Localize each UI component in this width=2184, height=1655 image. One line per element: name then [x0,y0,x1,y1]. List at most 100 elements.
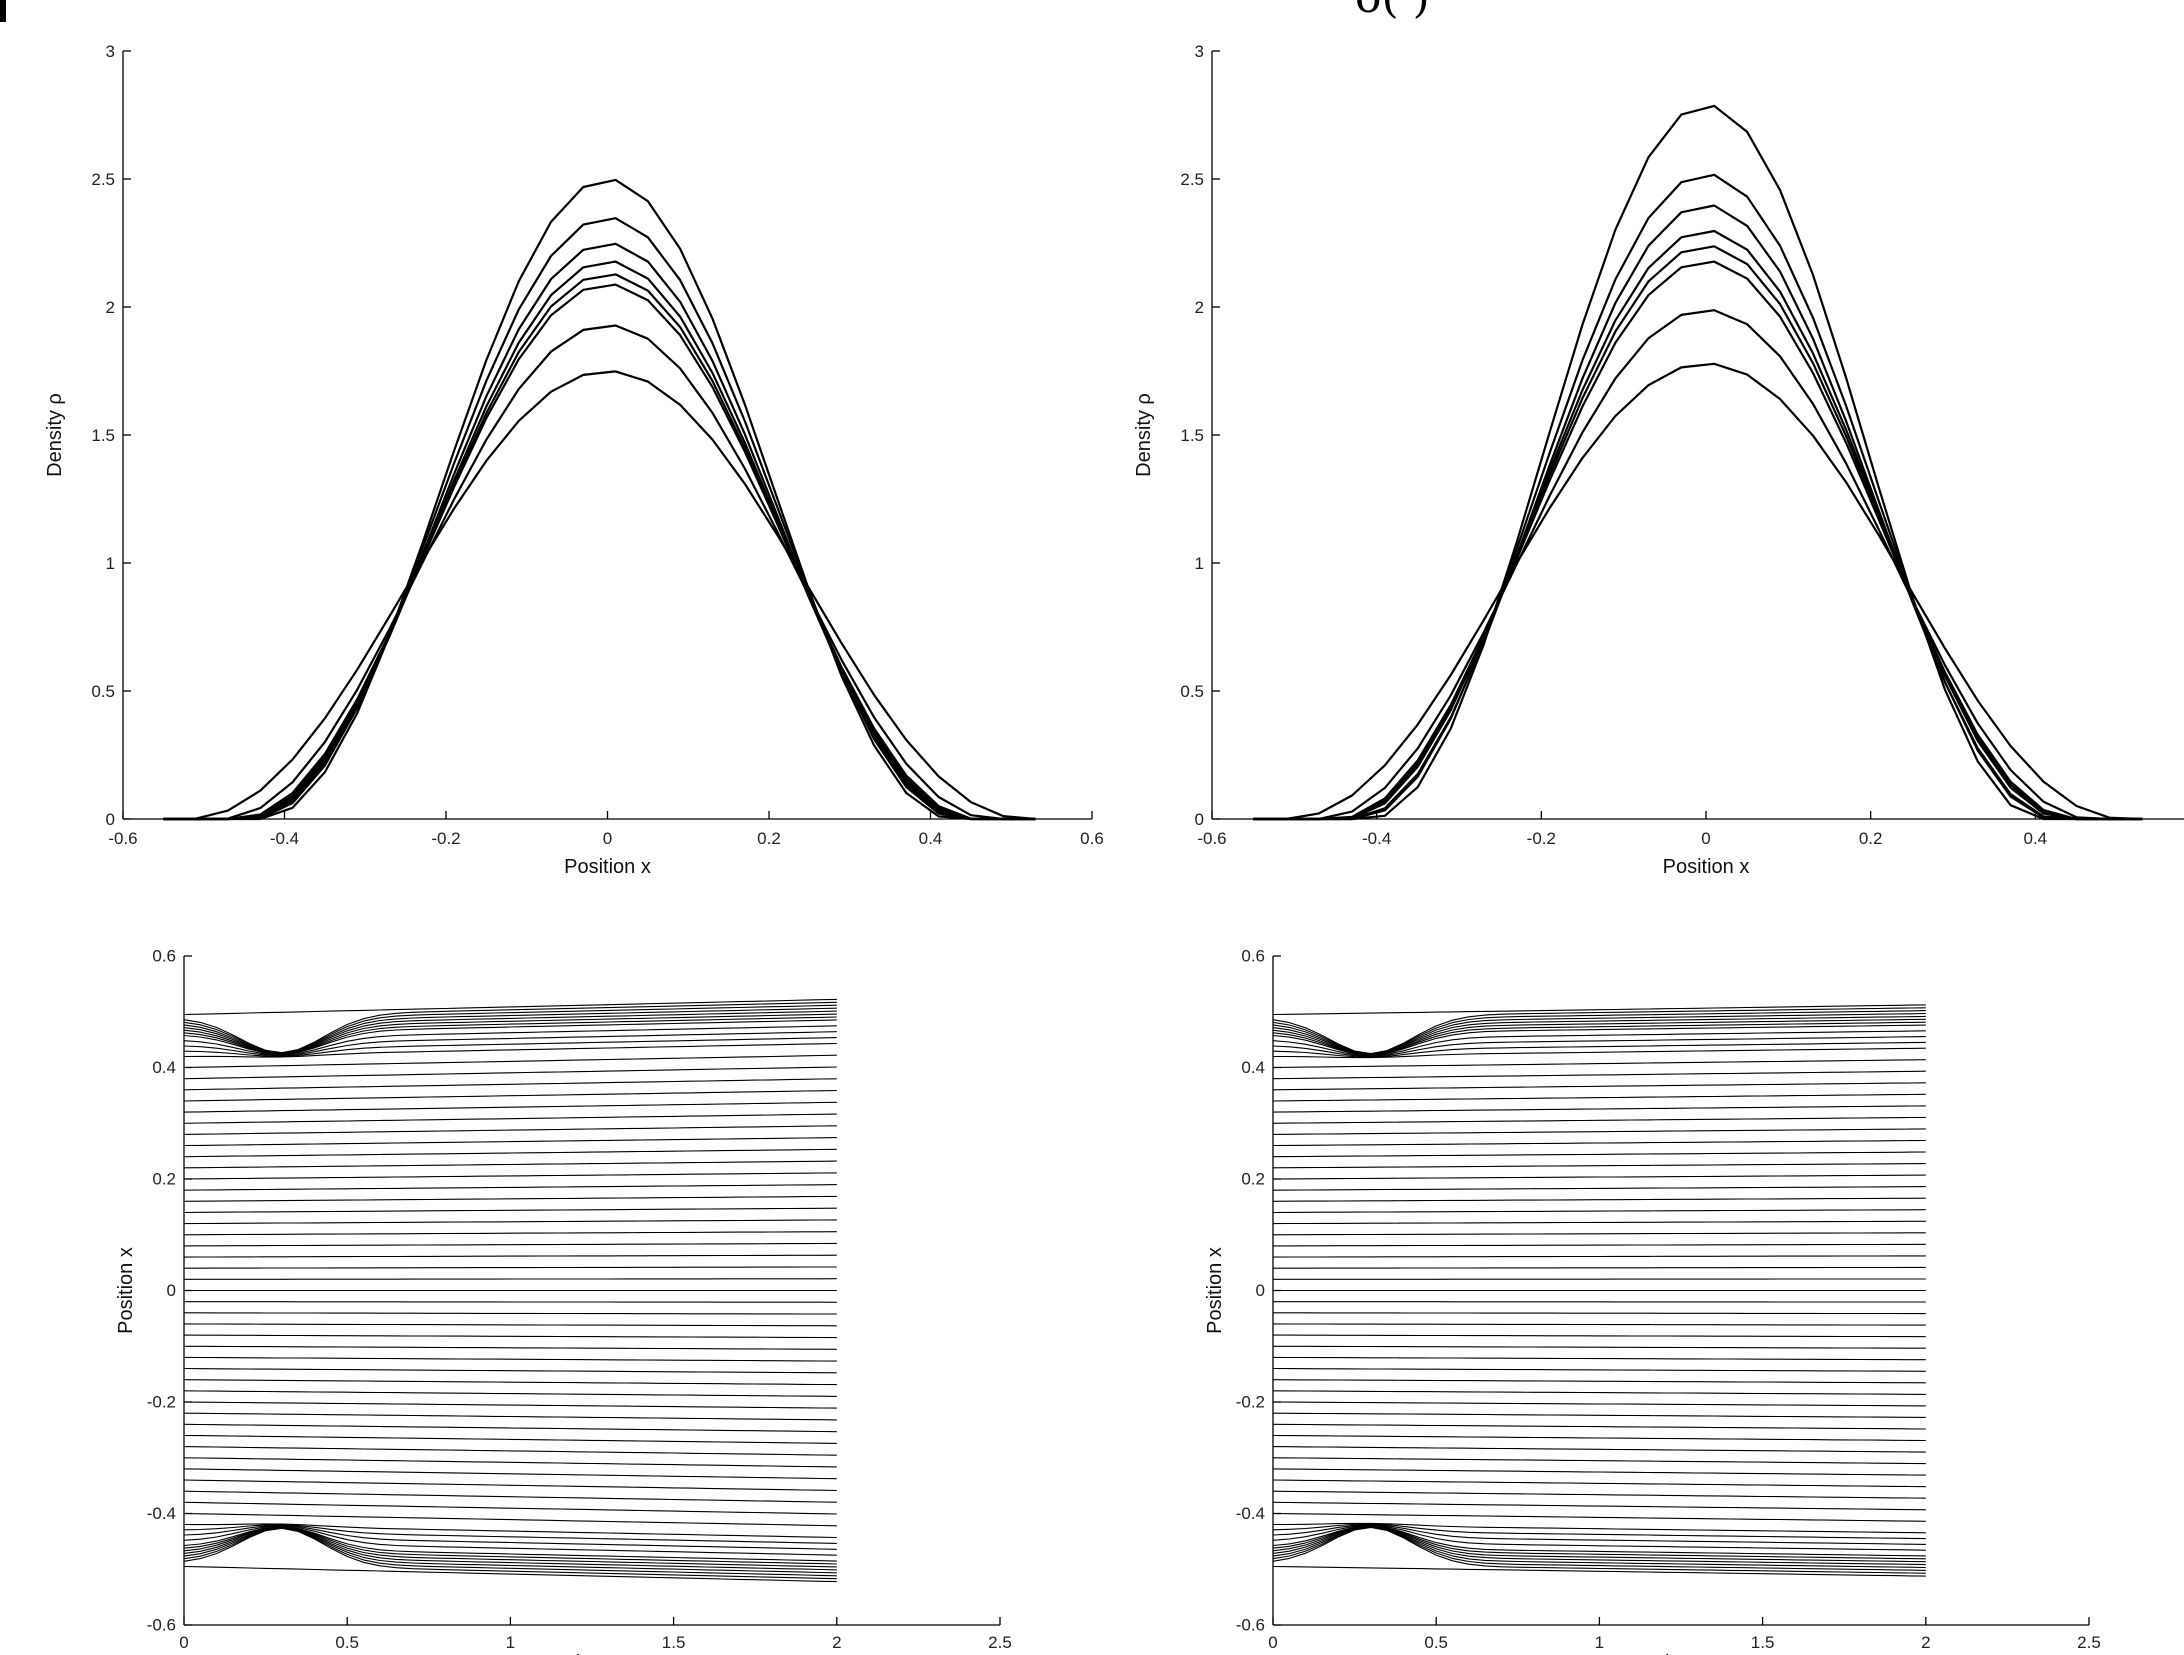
trajectory-line [1272,1356,1926,1361]
trajectory-line [183,1479,837,1492]
trajectory-line [1273,1266,1926,1269]
trajectory-line [1272,1367,1926,1372]
trajectory-line [183,1025,837,1056]
trajectory-line [1272,1163,1926,1169]
header-fragment: ο( ) [1355,0,1430,23]
trajectory-line [1272,1390,1926,1395]
trajectory-line [1272,1523,1926,1540]
trajectory-line [183,1423,837,1433]
trajectory-line [183,1066,837,1080]
trajectory-line [1272,1323,1926,1326]
x-tick-label: 1 [506,1633,515,1652]
trajectory-line [1273,1047,1926,1059]
trajectory-line [1272,1059,1926,1069]
trajectory-line [1272,1524,1926,1551]
density-right-panel: -0.6-0.4-0.200.20.40.00.511.522.53Positi… [1133,42,2184,878]
trajectory-line [1273,1334,1926,1338]
x-tick-label: -0.4 [1362,829,1391,848]
y-tick-label: 0.6 [152,946,176,965]
trajectory-line [1272,1446,1926,1453]
x-tick-label: 2 [832,1633,841,1652]
trajectory-line [183,1231,837,1236]
density-curve [163,242,1036,821]
trajectory-line [183,1323,837,1327]
trajectory-line [183,1219,837,1225]
x-axis-label: Position x [564,856,651,878]
density-curve [163,260,1036,821]
y-tick-label: 0 [1195,810,1204,829]
y-tick-label: 0.4 [152,1058,176,1077]
density-curve [1253,362,2143,821]
trajectory-line [183,1367,837,1374]
trajectory-line [1272,1457,1926,1465]
trajectory-line [183,1390,837,1397]
trajectory-line [183,1031,837,1057]
trajectory-line [183,1512,837,1527]
y-tick-label: 1.5 [1180,426,1204,445]
trajectory-line [183,1379,837,1386]
y-tick-label: 0 [167,1281,176,1300]
trajectory-line [1272,1523,1926,1545]
x-tick-label: 1 [1595,1633,1604,1652]
x-axis-label: Time t [1654,1652,1709,1655]
y-tick-label: 2 [106,298,115,317]
x-tick-label: -0.2 [1527,829,1556,848]
trajectory-line [1272,1024,1926,1056]
y-tick-label: 0.2 [1241,1169,1265,1188]
x-tick-label: 1.5 [662,1633,686,1652]
trajectory-line [1272,1526,1926,1569]
trajectory-line [1272,1434,1926,1442]
trajectory-line [183,1446,837,1456]
trajectory-line [183,1401,837,1409]
trajectory-line [183,1160,837,1169]
y-tick-label: 1.5 [91,426,115,445]
trajectory-line [183,1457,837,1468]
x-tick-label: -0.2 [431,829,460,848]
trajectory-line [183,1101,837,1113]
density-curve [1253,309,2143,821]
x-tick-label: -0.4 [270,829,299,848]
trajectory-line [1272,1197,1926,1202]
trajectory-line [183,1001,837,1054]
trajectory-line [1272,1412,1926,1418]
y-axis-label: Position x [1204,1247,1226,1334]
trajectory-line [183,1334,837,1339]
trajectory-line [1273,1243,1926,1247]
trajectory-line [1272,1468,1926,1476]
y-axis-label: Density ρ [44,393,66,477]
trajectories-right-panel: 0 0.5 1 1.5 2 2.5 -0.6 -0.4 -0.2 0 0.2 0.4 0.6 Time t… [1204,946,2101,1655]
x-tick-label: -0.6 [108,829,137,848]
trajectory-line [1272,1401,1926,1407]
trajectory-line [1272,1209,1926,1214]
y-axis-label: Density ρ [1133,393,1155,477]
density-curve [1253,260,2143,821]
trajectory-line [1272,1151,1926,1158]
trajectory-line [183,1468,837,1480]
x-tick-label: 2.5 [988,1633,1012,1652]
trajectory-line [183,1490,837,1503]
trajectory-line [1272,1036,1926,1058]
trajectory-line [1272,1232,1926,1236]
trajectory-line [1272,1490,1926,1499]
density-curve [1253,104,2143,821]
trajectory-line [1272,1021,1926,1056]
trajectories-left-panel: 0 0.5 1 1.5 2 2.5 -0.6 -0.4 -0.2 0 0.2 0.4 0.6 Time t… [115,946,1012,1655]
trajectory-line [1272,1139,1926,1147]
trajectory-line [184,1301,837,1303]
trajectory-line [184,1266,837,1269]
x-tick-label: 0.6 [1080,829,1104,848]
y-tick-label: 3 [106,42,115,61]
trajectory-line [183,1078,837,1091]
y-tick-label: 0.6 [1241,946,1265,965]
y-tick-label: 3 [1195,42,1204,61]
y-tick-label: 2.5 [91,170,115,189]
trajectory-line [183,1524,837,1550]
trajectory-line [183,1356,837,1362]
trajectory-line [183,1054,837,1069]
trajectory-line [183,1089,837,1102]
density-curve [163,178,1036,821]
trajectory-line [1273,1522,1926,1534]
trajectory-line [1272,1479,1926,1488]
trajectory-line [183,1184,837,1191]
